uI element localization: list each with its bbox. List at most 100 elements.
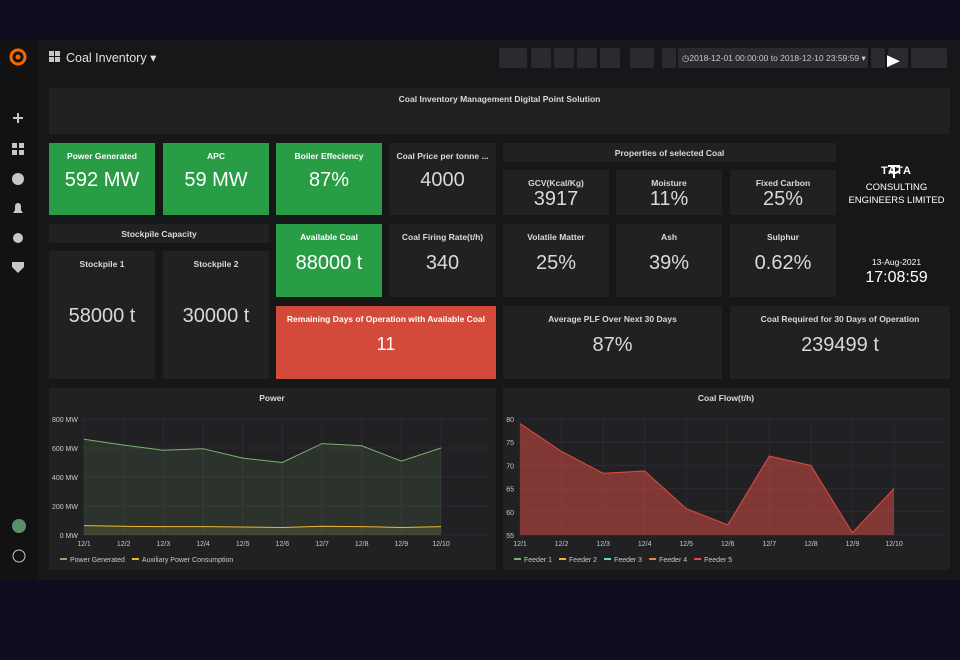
- stat-panel: Available Coal 88000 t: [276, 224, 382, 297]
- add-panel-button[interactable]: [499, 48, 527, 68]
- logo-brand: TATA: [881, 165, 912, 177]
- clock-panel: 13-Aug-2021 17:08:59: [843, 252, 950, 297]
- stat-value: 25%: [762, 188, 804, 210]
- section-header: Stockpile Capacity: [49, 224, 269, 243]
- series-line: [83, 525, 442, 529]
- stat-title: Average PLF Over Next 30 Days: [548, 314, 677, 324]
- stat-title: Ash: [660, 232, 678, 242]
- legend-swatch: [131, 558, 139, 560]
- x-tick-label: 12/5: [236, 541, 250, 548]
- x-tick-label: 12/5: [679, 541, 693, 548]
- legend-swatch: [559, 558, 567, 560]
- y-tick-label: 80: [506, 417, 514, 424]
- save-button[interactable]: [577, 48, 597, 68]
- stat-panel: APC 59 MW: [163, 143, 269, 215]
- stat-value: 59 MW: [184, 169, 248, 191]
- settings-button[interactable]: [600, 48, 620, 68]
- time-range-button[interactable]: ◷2018-12-01 00:00:00 to 2018-12-10 23:59…: [678, 48, 868, 68]
- series-area: [520, 423, 894, 535]
- star-button[interactable]: [531, 48, 551, 68]
- stat-value: 58000 t: [68, 305, 136, 327]
- x-tick-label: 12/9: [395, 541, 409, 548]
- stat-value: 11%: [649, 188, 689, 210]
- x-tick-label: 12/8: [804, 541, 818, 548]
- forward-button[interactable]: [871, 48, 885, 68]
- stat-value: 3917: [533, 188, 579, 210]
- x-tick-label: 12/7: [315, 541, 329, 548]
- stat-panel: Ash 39%: [616, 224, 722, 297]
- legend-label: Feeder 2: [569, 557, 597, 564]
- sidebar: [0, 40, 38, 580]
- stat-panel: Stockpile 2 30000 t: [163, 251, 269, 379]
- legend-swatch: [60, 558, 67, 560]
- y-tick-label: 75: [506, 440, 514, 447]
- stat-value: 87%: [592, 334, 633, 356]
- x-tick-label: 12/10: [432, 541, 450, 548]
- y-tick-label: 600 MW: [52, 446, 78, 453]
- legend-swatch: [694, 558, 702, 560]
- stat-title: Fixed Carbon: [755, 178, 811, 188]
- clock-date: 13-Aug-2021: [871, 257, 922, 267]
- x-tick-label: 12/2: [117, 541, 131, 548]
- stat-panel: Power Generated 592 MW: [49, 143, 155, 215]
- stat-title: Coal Required for 30 Days of Operation: [760, 314, 920, 324]
- legend-label: Power Generated: [70, 557, 125, 564]
- x-tick-label: 12/6: [721, 541, 735, 548]
- legend-swatch: [649, 558, 657, 560]
- stat-panel: Fixed Carbon 25%: [730, 170, 836, 215]
- stat-title: Boiler Effeciency: [294, 151, 364, 161]
- stat-value: 87%: [308, 169, 350, 191]
- chart-title: Coal Flow(t/h): [698, 393, 754, 403]
- tv-button[interactable]: [630, 48, 654, 68]
- banner-panel: Coal Inventory Management Digital Point …: [49, 88, 950, 134]
- sidebar-icons: [12, 51, 900, 563]
- grafana-logo: [9, 48, 27, 66]
- x-tick-label: 12/6: [276, 541, 290, 548]
- stat-panel: Moisture 11%: [616, 170, 722, 215]
- stat-title: Sulphur: [766, 232, 800, 242]
- dashboard-picker[interactable]: Coal Inventory ▾: [66, 51, 157, 65]
- stat-title: Remaining Days of Operation with Availab…: [286, 314, 486, 324]
- x-tick-label: 12/3: [596, 541, 610, 548]
- stat-value: 340: [425, 252, 460, 274]
- stat-value: 592 MW: [64, 169, 140, 191]
- dashboard-title: Coal Inventory: [66, 51, 147, 65]
- stat-value: 0.62%: [754, 252, 812, 274]
- legend-swatch: [604, 558, 612, 560]
- x-tick-label: 12/9: [846, 541, 860, 548]
- series-line: [519, 423, 895, 534]
- stat-title: GCV(Kcal/Kg): [528, 178, 584, 188]
- tata-emblem: [888, 165, 900, 178]
- stat-value: 88000 t: [295, 252, 363, 274]
- stat-title: Stockpile 2: [193, 259, 239, 269]
- legend-label: Feeder 3: [614, 557, 642, 564]
- y-tick-label: 60: [506, 510, 514, 517]
- stat-panel: Stockpile 1 58000 t: [49, 251, 155, 379]
- legend-label: Feeder 1: [524, 557, 552, 564]
- stat-title: APC: [207, 151, 225, 161]
- series-area: [84, 525, 441, 535]
- stat-value: 239499 t: [801, 334, 879, 356]
- time-range: 2018-12-01 00:00:00 to 2018-12-10 23:59:…: [689, 53, 860, 63]
- y-tick-label: 400 MW: [52, 475, 78, 482]
- legend-label: Auxiliary Power Consumption: [142, 557, 234, 564]
- legend-label: Feeder 4: [659, 557, 687, 564]
- stat-value: 39%: [648, 252, 690, 274]
- x-tick-label: 12/8: [355, 541, 369, 548]
- x-tick-label: 12/4: [196, 541, 210, 548]
- banner-title: Coal Inventory Management Digital Point …: [398, 94, 601, 104]
- series-line: [83, 438, 442, 464]
- share-button[interactable]: [554, 48, 574, 68]
- stat-panel: Coal Price per tonne ... 4000: [389, 143, 496, 215]
- stat-value: 25%: [535, 252, 577, 274]
- logo-panel: TATA CONSULTING ENGINEERS LIMITED: [843, 143, 950, 233]
- y-tick-label: 55: [506, 533, 514, 540]
- stat-value: 4000: [420, 169, 465, 191]
- stat-panel: Coal Firing Rate(t/h) 340: [389, 224, 496, 297]
- stat-value: 30000 t: [182, 305, 250, 327]
- back-button[interactable]: [662, 48, 676, 68]
- refresh-button[interactable]: [911, 48, 947, 68]
- stat-panel: Remaining Days of Operation with Availab…: [276, 306, 496, 379]
- stat-title: Moisture: [651, 178, 687, 188]
- section-header: Properties of selected Coal: [503, 143, 836, 162]
